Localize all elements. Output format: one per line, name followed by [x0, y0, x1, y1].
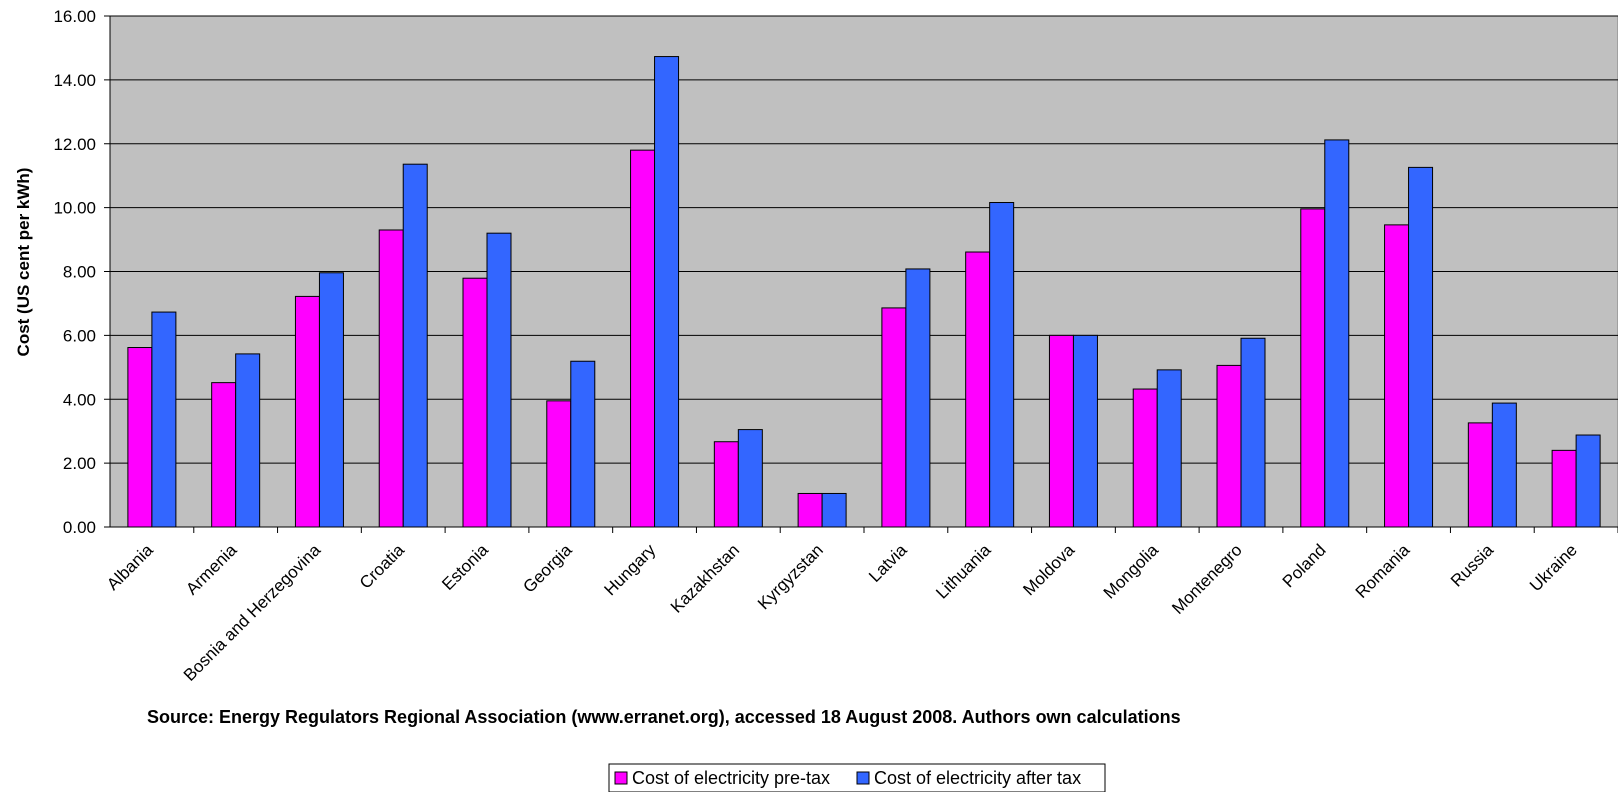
x-tick-label: Moldova [1019, 540, 1078, 599]
legend-label-after-tax: Cost of electricity after tax [874, 768, 1081, 788]
bar-pre-tax [1132, 388, 1158, 528]
y-tick-label: 12.00 [53, 135, 96, 154]
y-tick-label: 2.00 [63, 454, 96, 473]
bar-after-tax [905, 268, 931, 528]
x-tick-label: Mongolia [1100, 540, 1163, 603]
bar-after-tax [151, 311, 177, 528]
y-tick-label: 10.00 [53, 199, 96, 218]
bar-pre-tax [881, 307, 907, 528]
bar-pre-tax [965, 251, 991, 528]
bar-after-tax [1240, 337, 1266, 528]
bar-pre-tax [546, 400, 572, 528]
y-tick-label: 16.00 [53, 7, 96, 26]
x-tick-label: Armenia [182, 540, 241, 599]
legend-label-pre-tax: Cost of electricity pre-tax [632, 768, 830, 788]
bar-pre-tax [211, 382, 237, 528]
bar-after-tax [1408, 166, 1434, 528]
bar-pre-tax [378, 229, 404, 528]
y-tick-label: 6.00 [63, 326, 96, 345]
bar-after-tax [1072, 334, 1098, 528]
bar-after-tax [989, 202, 1015, 528]
x-tick-label: Latvia [865, 540, 911, 586]
y-tick-label: 14.00 [53, 71, 96, 90]
bar-after-tax [1491, 402, 1517, 528]
x-tick-label: Russia [1447, 540, 1498, 591]
x-tick-label: Kyrgyzstan [754, 540, 827, 613]
bar-pre-tax [797, 492, 823, 528]
y-tick-label: 0.00 [63, 518, 96, 537]
x-tick-label: Kazakhstan [667, 540, 743, 616]
bar-after-tax [235, 353, 261, 528]
x-tick-label: Croatia [356, 540, 409, 593]
bar-after-tax [654, 56, 680, 528]
x-tick-label: Hungary [601, 540, 660, 599]
y-tick-label: 8.00 [63, 263, 96, 282]
bar-after-tax [1324, 139, 1350, 528]
x-tick-label: Estonia [438, 540, 492, 594]
x-tick-label: Georgia [519, 540, 576, 597]
x-tick-label: Poland [1279, 540, 1330, 591]
bar-after-tax [821, 492, 847, 528]
bar-after-tax [737, 429, 763, 528]
y-axis-label: Cost (US cent per kWh) [14, 168, 33, 357]
bar-after-tax [318, 272, 344, 528]
bar-pre-tax [1467, 422, 1493, 528]
bar-pre-tax [1551, 449, 1577, 528]
bar-after-tax [486, 232, 512, 528]
legend-swatch-after-tax [856, 771, 870, 785]
y-tick-label: 4.00 [63, 390, 96, 409]
bar-pre-tax [713, 441, 739, 528]
legend: Cost of electricity pre-tax Cost of elec… [608, 763, 1106, 792]
x-tick-label: Lithuania [932, 540, 995, 603]
x-tick-label: Bosnia and Herzegovina [180, 540, 325, 685]
bar-pre-tax [630, 149, 656, 528]
bar-pre-tax [294, 295, 320, 528]
bar-after-tax [1156, 369, 1182, 528]
bar-pre-tax [1048, 334, 1074, 528]
bar-pre-tax [1300, 208, 1326, 528]
x-tick-label: Montenegro [1168, 540, 1246, 618]
bar-pre-tax [1384, 224, 1410, 528]
y-axis-ticks: 0.00 2.00 4.00 6.00 8.00 10.00 12.00 14.00 16.00 [53, 7, 110, 537]
bar-after-tax [1575, 434, 1601, 528]
x-tick-label: Albania [103, 540, 157, 594]
bar-pre-tax [1216, 364, 1242, 528]
bar-after-tax [570, 360, 596, 528]
x-tick-label: Ukraine [1526, 540, 1581, 595]
bar-pre-tax [127, 347, 153, 528]
grid-lines [110, 15, 1618, 464]
source-note: Source: Energy Regulators Regional Assoc… [147, 707, 1181, 727]
bar-after-tax [402, 163, 428, 528]
bar-pre-tax [462, 277, 488, 528]
legend-swatch-pre-tax [614, 771, 628, 785]
x-tick-label: Romania [1352, 540, 1414, 602]
